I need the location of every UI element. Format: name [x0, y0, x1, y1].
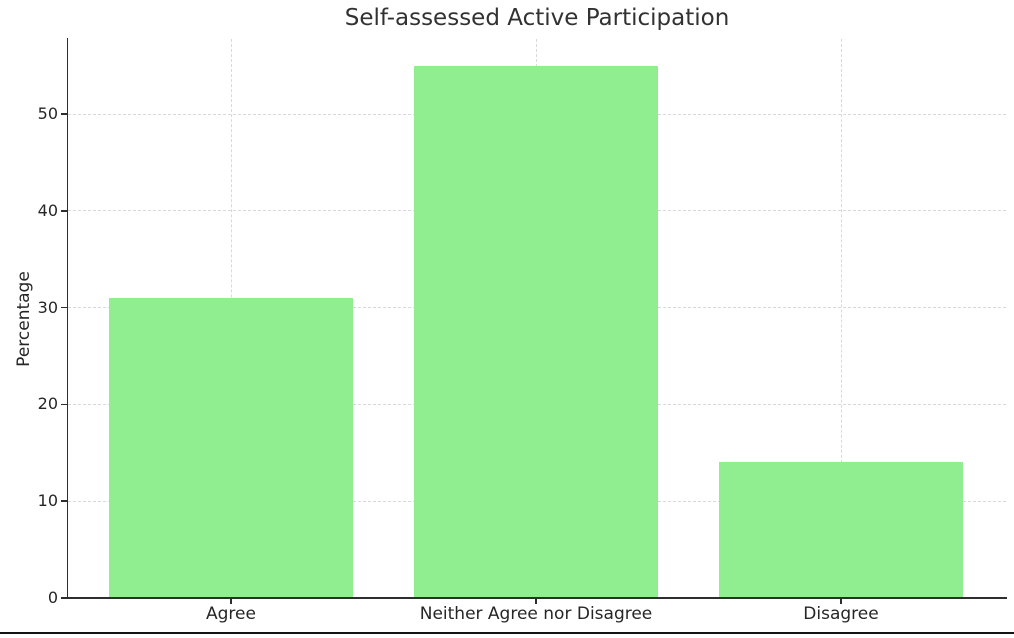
y-tick-mark [61, 113, 67, 115]
y-tick-mark [61, 210, 67, 212]
x-tick-label: Agree [206, 604, 256, 624]
bottom-rule [0, 632, 1014, 634]
y-tick-mark [61, 306, 67, 309]
chart-title: Self-assessed Active Participation [344, 5, 730, 31]
y-tick-mark [61, 597, 67, 599]
y-tick-label: 50 [37, 104, 58, 124]
y-tick-label: 0 [47, 588, 58, 607]
x-tick-label: Disagree [803, 604, 879, 624]
y-tick-mark [61, 403, 67, 406]
y-axis-spine [66, 38, 69, 599]
y-tick-label: 20 [37, 394, 58, 414]
y-tick-label: 40 [37, 200, 58, 220]
x-tick-label: Neither Agree nor Disagree [419, 604, 653, 624]
x-tick-mark [535, 599, 537, 604]
x-axis-spine [66, 597, 1007, 599]
y-tick-label: 30 [37, 297, 58, 317]
x-tick-mark [230, 599, 232, 604]
y-axis-label: Percentage [14, 271, 34, 367]
y-tick-mark [61, 500, 67, 502]
bar [414, 65, 658, 598]
bar [719, 462, 963, 598]
v-gridline [840, 39, 842, 598]
bar [109, 297, 353, 598]
x-tick-mark [840, 599, 842, 604]
y-tick-label: 10 [37, 491, 58, 511]
